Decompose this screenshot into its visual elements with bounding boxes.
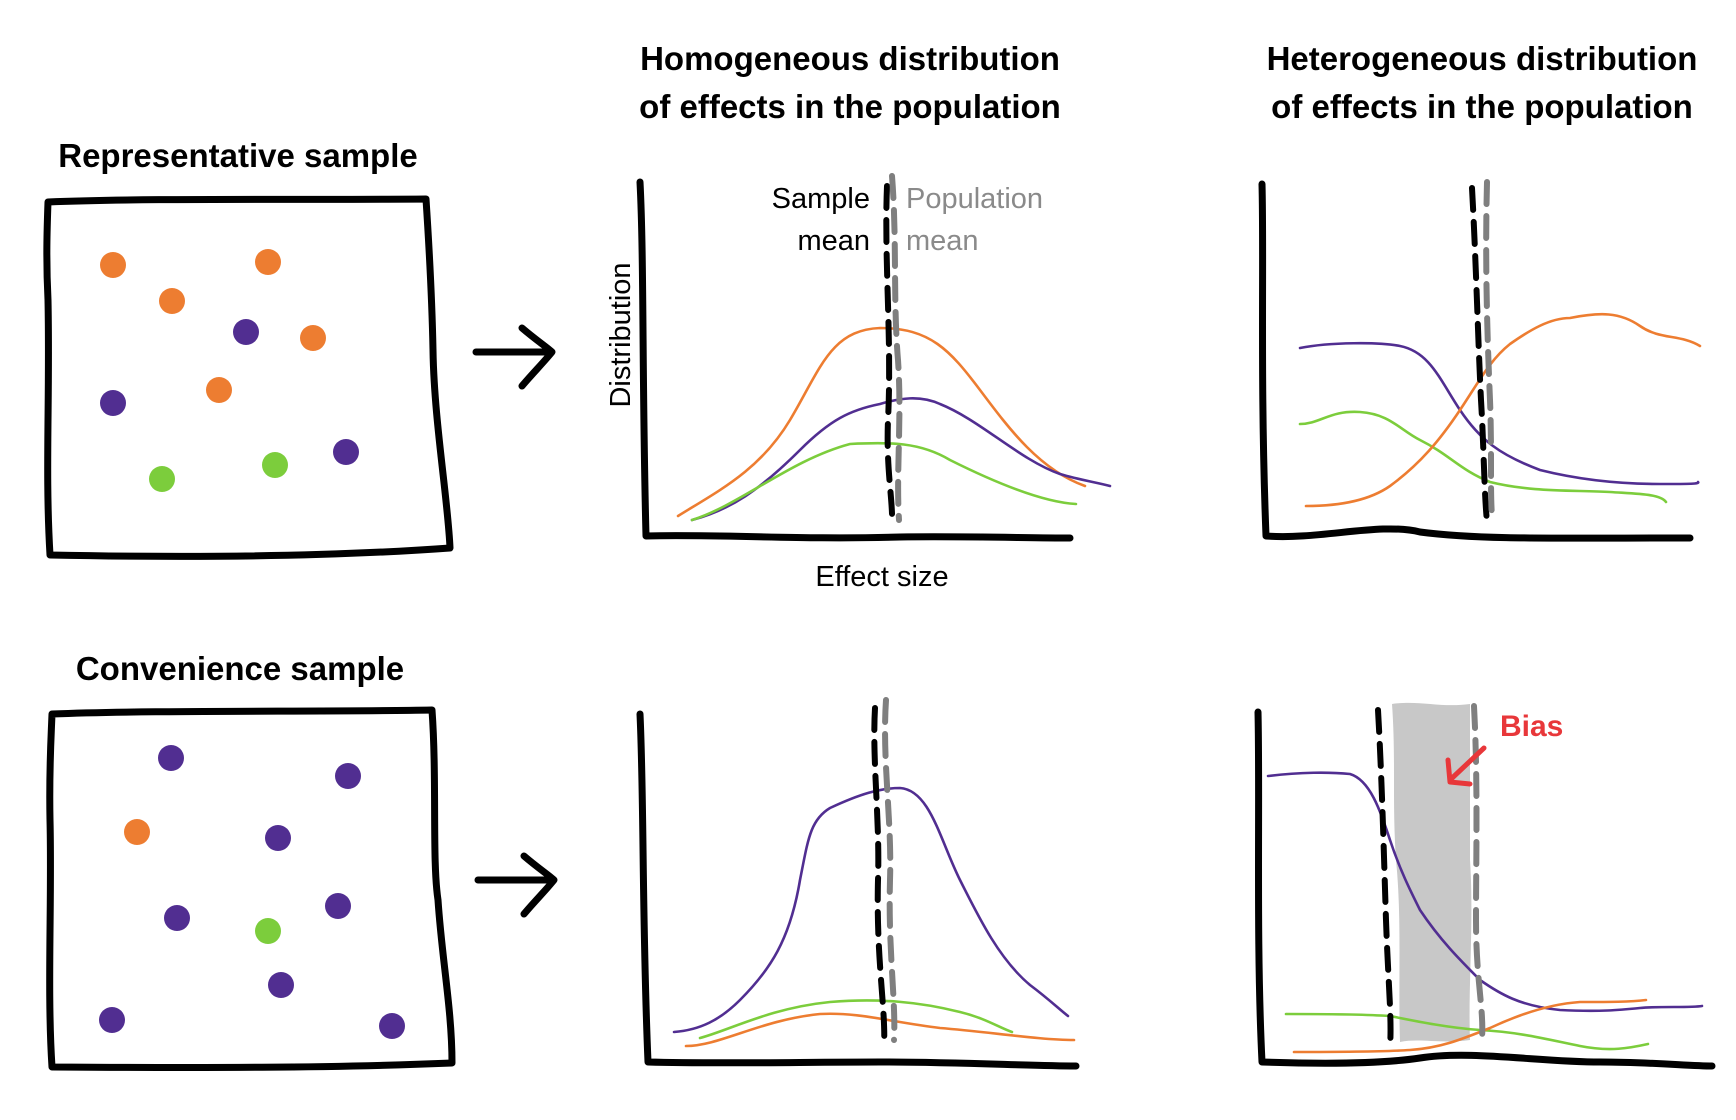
chart-axes	[636, 710, 1080, 1070]
sample-mean-label-line2: mean	[797, 225, 870, 257]
chart-axes	[1258, 180, 1694, 542]
population-mean-label-line2: mean	[906, 225, 979, 257]
heterogeneous-heading-line1: Heterogeneous distribution	[1267, 40, 1698, 77]
chart-axes	[636, 178, 1074, 542]
orange-dot	[124, 819, 150, 845]
representative-sample-dots	[100, 249, 359, 492]
sample-mean-line	[883, 183, 896, 527]
orange-distribution-curve	[1304, 312, 1702, 508]
bias-band	[1392, 702, 1472, 1042]
purple-distribution-curve	[1266, 771, 1704, 1013]
chart-representative-homogeneous: Distribution Effect size Sample mean Pop…	[605, 173, 1112, 593]
sample-mean-line	[1469, 185, 1490, 525]
purple-dot	[99, 1007, 125, 1033]
chart-axes	[1254, 708, 1716, 1070]
chart-convenience-heterogeneous: Bias	[1254, 702, 1716, 1070]
population-mean-line	[1483, 179, 1495, 519]
orange-dot	[206, 377, 232, 403]
representative-sample-box	[43, 195, 454, 560]
right-arrow-icon	[474, 852, 558, 918]
green-distribution-curve	[1298, 410, 1668, 504]
purple-distribution-curve	[1298, 341, 1700, 486]
orange-dot	[300, 325, 326, 351]
orange-distribution-curve	[684, 1012, 1076, 1048]
population-mean-line	[889, 173, 903, 523]
green-distribution-curve	[698, 999, 1014, 1040]
green-dot	[149, 466, 175, 492]
population-mean-line	[1471, 703, 1486, 1041]
purple-dot	[265, 825, 291, 851]
heterogeneous-heading-line2: of effects in the population	[1271, 88, 1693, 125]
bias-arrow-icon	[1445, 745, 1487, 787]
green-dot	[262, 452, 288, 478]
purple-dot	[268, 972, 294, 998]
green-distribution-curve	[690, 441, 1078, 522]
purple-dot	[325, 893, 351, 919]
purple-dot	[335, 763, 361, 789]
purple-distribution-curve	[690, 397, 1112, 522]
bias-label: Bias	[1500, 710, 1563, 743]
purple-dot	[100, 390, 126, 416]
sample-mean-label-line1: Sample	[772, 183, 870, 215]
purple-dot	[333, 439, 359, 465]
sample-mean-line	[1375, 707, 1394, 1049]
homogeneous-heading-line2: of effects in the population	[639, 88, 1061, 125]
population-mean-line	[882, 697, 898, 1043]
convenience-sample-box	[46, 706, 456, 1072]
orange-distribution-curve	[676, 326, 1087, 518]
convenience-sample-dots	[99, 745, 405, 1039]
purple-dot	[158, 745, 184, 771]
purple-dot	[233, 319, 259, 345]
orange-dot	[100, 252, 126, 278]
orange-dot	[159, 288, 185, 314]
purple-dot	[164, 905, 190, 931]
sample-mean-line	[871, 705, 888, 1049]
representative-sample-label: Representative sample	[58, 137, 418, 174]
y-axis-label: Distribution	[605, 262, 637, 407]
chart-representative-heterogeneous	[1258, 179, 1702, 542]
convenience-sample-label: Convenience sample	[76, 650, 404, 687]
x-axis-label: Effect size	[815, 561, 948, 593]
chart-convenience-homogeneous	[636, 697, 1080, 1070]
purple-distribution-curve	[672, 786, 1070, 1034]
green-dot	[255, 918, 281, 944]
right-arrow-icon	[472, 324, 556, 390]
orange-dot	[255, 249, 281, 275]
homogeneous-heading-line1: Homogeneous distribution	[640, 40, 1060, 77]
population-mean-label-line1: Population	[906, 183, 1043, 215]
orange-distribution-curve	[1292, 998, 1648, 1054]
purple-dot	[379, 1013, 405, 1039]
